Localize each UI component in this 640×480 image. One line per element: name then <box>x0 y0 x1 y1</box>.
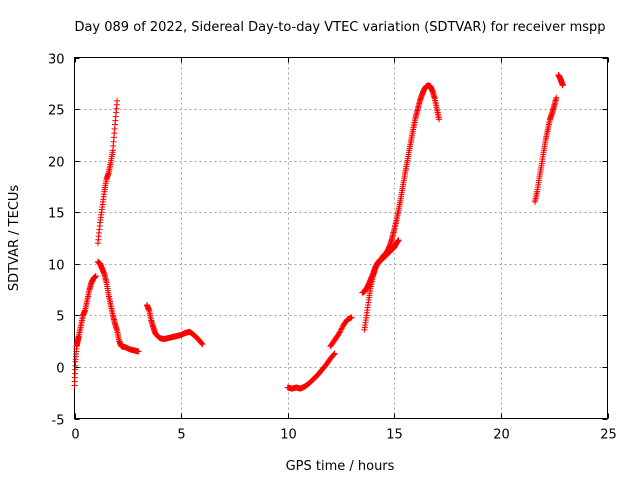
data-point <box>335 330 342 337</box>
data-point <box>199 341 206 348</box>
grid-lines <box>74 57 608 419</box>
data-point <box>338 326 344 333</box>
data-point <box>395 237 402 244</box>
y-tick-label: 0 <box>56 362 64 377</box>
y-tick-label: 15 <box>48 207 65 222</box>
chart-title: Day 089 of 2022, Sidereal Day-to-day VTE… <box>74 20 605 35</box>
x-tick-label: 25 <box>600 428 617 443</box>
y-axis-label: SDTVAR / TECUs <box>7 185 22 292</box>
y-tick-label: 10 <box>48 259 65 274</box>
data-point <box>331 350 338 357</box>
x-tick-label: 0 <box>71 428 79 443</box>
x-tick-label: 15 <box>386 428 403 443</box>
y-tick-label: 20 <box>48 156 65 171</box>
y-tick-label: 30 <box>48 53 65 68</box>
data-point <box>338 325 345 332</box>
data-point <box>553 94 560 101</box>
data-point <box>92 273 99 280</box>
y-tick-label: 5 <box>56 310 64 325</box>
data-point <box>198 340 205 347</box>
data-point <box>337 328 344 335</box>
data-point <box>559 82 566 89</box>
data-point <box>135 348 142 355</box>
data-point <box>330 351 337 358</box>
x-tick-label: 10 <box>280 428 297 443</box>
data-point <box>348 314 355 321</box>
x-axis-label: GPS time / hours <box>286 459 395 474</box>
x-tick-label: 5 <box>177 428 185 443</box>
data-points <box>71 72 566 392</box>
y-tick-label: -5 <box>52 414 65 429</box>
data-point <box>114 97 121 104</box>
x-tick-label: 20 <box>493 428 510 443</box>
data-point <box>436 116 443 123</box>
data-point <box>336 329 343 336</box>
plot-frame <box>74 57 608 419</box>
y-tick-label: 25 <box>48 104 65 119</box>
axis-ticks: 0 5 10 15 20 25 -5 0 5 10 15 20 25 30 <box>48 53 617 443</box>
